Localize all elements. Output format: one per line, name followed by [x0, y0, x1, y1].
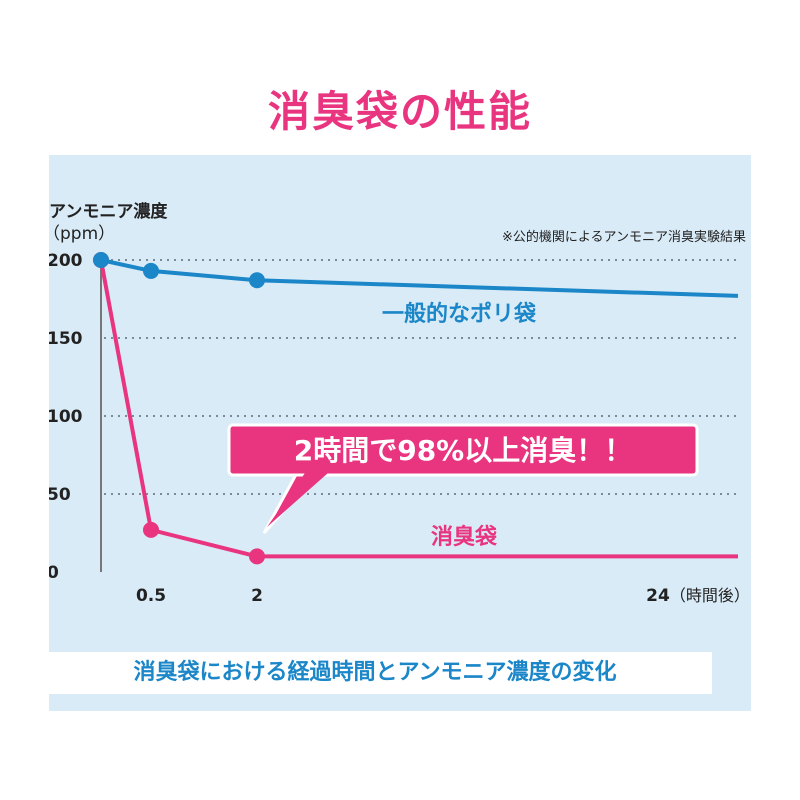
y-tick-label: 150 [49, 329, 83, 349]
series-line [99, 259, 738, 559]
series-line [100, 258, 739, 298]
data-point [143, 262, 159, 279]
chart-caption: 消臭袋における経過時間とアンモニア濃度の変化 [38, 652, 712, 694]
series-label-poly-bag: 一般的なポリ袋 [382, 301, 537, 327]
y-axis-label: アンモニア濃度 [49, 201, 168, 222]
chart-panel: アンモニア濃度 （ppm） ※公的機関によるアンモニア消臭実験結果 0 50 100… [49, 155, 751, 711]
x-tick-label: 0.5 [136, 586, 166, 606]
y-tick-label: 50 [49, 485, 71, 505]
x-tick-label: 24（時間後） [646, 586, 750, 606]
source-note: ※公的機関によるアンモニア消臭実験結果 [502, 229, 746, 245]
y-tick-label: 100 [49, 407, 83, 427]
data-point [249, 548, 265, 565]
data-point [249, 272, 265, 289]
y-tick-label: 0 [49, 563, 59, 583]
data-point [143, 521, 159, 538]
x-unit: （時間後） [670, 586, 750, 605]
callout: 2時間で98%以上消臭！！ [227, 423, 699, 534]
line-chart: アンモニア濃度 （ppm） ※公的機関によるアンモニア消臭実験結果 0 50 100… [49, 201, 750, 606]
x-tick-label: 2 [251, 586, 263, 606]
series-label-deodorant-bag: 消臭袋 [431, 524, 498, 550]
y-tick-label: 200 [49, 251, 83, 271]
callout-text: 2時間で98%以上消臭！！ [294, 434, 633, 467]
page-title: 消臭袋の性能 [267, 87, 532, 136]
y-axis-unit: （ppm） [49, 224, 115, 244]
data-point [93, 252, 109, 268]
